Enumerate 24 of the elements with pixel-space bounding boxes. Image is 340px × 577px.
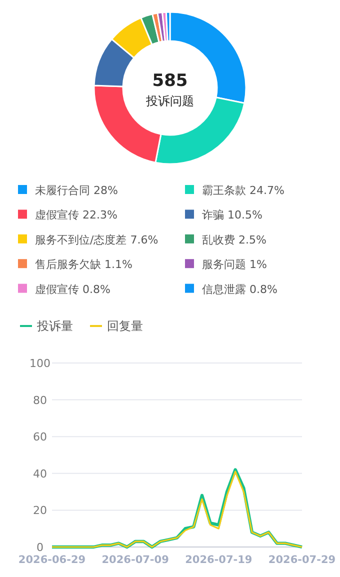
legend-label: 信息泄露 0.8%: [202, 282, 278, 296]
text: 585: [152, 71, 188, 91]
legend-label: 服务问题 1%: [202, 258, 267, 272]
legend-label: 虚假宣传 22.3%: [35, 208, 118, 222]
legend-label: 乱收费 2.5%: [202, 233, 266, 246]
legend-label: 售后服务欠缺 1.1%: [35, 258, 132, 272]
legend-label: 诈骗 10.5%: [202, 208, 262, 222]
x-tick-label: 2026-07-29: [268, 554, 336, 566]
y-tick-label: 60: [33, 430, 47, 444]
y-tick-label: 100: [30, 357, 50, 370]
y-tick-label: 80: [33, 394, 47, 407]
text: 投诉问题: [145, 94, 194, 108]
legend-label: 回复量: [107, 319, 143, 333]
x-tick-label: 2026-07-19: [185, 554, 252, 566]
x-tick-label: 2026-07-09: [102, 554, 169, 566]
legend-label: 服务不到位/态度差 7.6%: [35, 233, 158, 246]
x-tick-label: 2026-06-29: [18, 554, 86, 566]
legend-label: 未履行合同 28%: [35, 184, 118, 197]
y-tick-label: 0: [36, 541, 44, 554]
legend-label: 霸王条款 24.7%: [202, 184, 284, 197]
y-tick-label: 40: [33, 467, 47, 480]
y-tick-label: 20: [33, 504, 47, 518]
legend-label: 虚假宣传 0.8%: [35, 282, 110, 296]
legend-label: 投诉量: [36, 319, 73, 333]
